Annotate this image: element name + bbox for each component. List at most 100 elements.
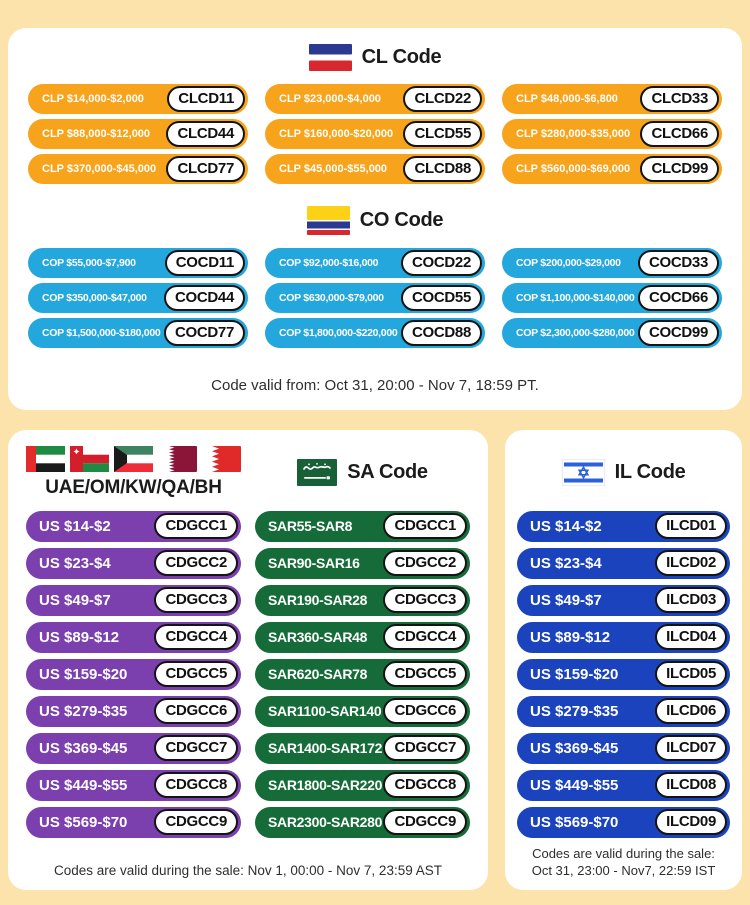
- coupon-pill: US $23-$4 CDGCC2: [26, 547, 241, 579]
- coupon-amount: SAR2300-SAR280: [268, 814, 383, 831]
- coupon-pill: US $23-$4 ILCD02: [517, 547, 730, 579]
- coupon-code: CDGCC6: [154, 698, 238, 725]
- coupon-amount: COP $630,000-$79,000: [279, 292, 384, 304]
- coupon-pill: COP $1,800,000-$220,000 COCD88: [265, 318, 485, 348]
- il-card: IL Code US $14-$2 ILCD01 US $23-$4 ILCD02 US…: [505, 429, 742, 890]
- coupon-amount: COP $350,000-$47,000: [42, 292, 147, 304]
- cl-title: CL Code: [361, 46, 442, 68]
- coupon-amount: SAR360-SAR48: [268, 629, 368, 646]
- il-validity-line2: Oct 31, 23:00 - Nov7, 22:59 IST: [531, 863, 716, 879]
- coupon-amount: US $449-$55: [530, 776, 619, 794]
- coupon-amount: US $159-$20: [39, 665, 128, 683]
- il-title: IL Code: [614, 461, 686, 484]
- coupon-pill: US $159-$20 ILCD05: [517, 658, 730, 690]
- coupon-pill: CLP $23,000-$4,000 CLCD22: [265, 84, 485, 114]
- coupon-pill: US $369-$45 CDGCC7: [26, 732, 241, 764]
- coupon-code: CLCD22: [403, 86, 482, 112]
- chile-flag-icon: [308, 44, 352, 71]
- coupon-code: CDGCC5: [383, 661, 467, 688]
- sa-coupon-list: SAR55-SAR8 CDGCC1 SAR90-SAR16 CDGCC2 SAR190-…: [255, 510, 470, 838]
- coupon-pill: US $569-$70 ILCD09: [517, 806, 730, 838]
- cl-header: CL Code: [20, 44, 730, 71]
- coupon-code: COCD55: [400, 285, 482, 311]
- coupon-amount: US $14-$2: [39, 517, 111, 535]
- coupon-code: COCD22: [400, 250, 482, 276]
- coupon-pill: SAR55-SAR8 CDGCC1: [255, 510, 470, 542]
- gcc-flags-row: [26, 446, 241, 473]
- coupon-pill: CLP $370,000-$45,000 CLCD77: [28, 154, 248, 184]
- coupon-pill: CLP $280,000-$35,000 CLCD66: [502, 119, 722, 149]
- coupon-code: CDGCC4: [383, 624, 467, 651]
- gcc-column: UAE/OM/KW/QA/BH US $14-$2 CDGCC1 US $23-$4…: [26, 440, 241, 838]
- coupon-pill: US $14-$2 CDGCC1: [26, 510, 241, 542]
- coupon-amount: SAR190-SAR28: [268, 592, 368, 609]
- coupon-amount: US $89-$12: [530, 628, 611, 646]
- coupon-code: COCD33: [637, 250, 719, 276]
- coupon-pill: SAR1100-SAR140 CDGCC6: [255, 695, 470, 727]
- coupon-code: CDGCC9: [154, 809, 238, 836]
- coupon-amount: US $23-$4: [530, 554, 602, 572]
- gcc-sa-validity-text: Codes are valid during the sale: Nov 1, …: [54, 863, 442, 878]
- israel-flag-icon: [561, 459, 605, 487]
- coupon-pill: US $89-$12 CDGCC4: [26, 621, 241, 653]
- coupon-code: ILCD07: [655, 735, 727, 762]
- coupon-code: CLCD33: [640, 86, 719, 112]
- uae-flag-icon: [26, 446, 65, 473]
- coupon-code: CDGCC9: [383, 809, 467, 836]
- coupon-amount: COP $55,000-$7,900: [42, 257, 136, 269]
- coupon-pill: US $279-$35 CDGCC6: [26, 695, 241, 727]
- coupon-amount: SAR1100-SAR140: [268, 703, 382, 720]
- coupon-code: CLCD44: [166, 121, 245, 147]
- cl-co-card: CL Code CLP $14,000-$2,000 CLCD11 CLP $23,…: [8, 28, 742, 410]
- coupon-amount: COP $92,000-$16,000: [279, 257, 379, 269]
- coupon-pill: US $49-$7 ILCD03: [517, 584, 730, 616]
- coupon-pill: SAR360-SAR48 CDGCC4: [255, 621, 470, 653]
- coupon-amount: US $49-$7: [39, 591, 111, 609]
- cl-coupon-grid: CLP $14,000-$2,000 CLCD11 CLP $23,000-$4,0…: [20, 84, 730, 184]
- coupon-amount: CLP $560,000-$69,000: [516, 163, 631, 175]
- coupon-pill: COP $630,000-$79,000 COCD55: [265, 283, 485, 313]
- coupon-amount: SAR55-SAR8: [268, 518, 353, 535]
- coupon-code: ILCD08: [655, 772, 727, 799]
- coupon-amount: COP $1,800,000-$220,000: [279, 327, 398, 339]
- il-coupon-list: US $14-$2 ILCD01 US $23-$4 ILCD02 US $49-$7 I…: [517, 510, 730, 838]
- coupon-code: ILCD09: [655, 809, 727, 836]
- cl-co-validity-text: Code valid from: Oct 31, 20:00 - Nov 7, …: [211, 376, 539, 394]
- coupon-code: CDGCC7: [383, 735, 467, 762]
- coupon-pill: SAR1400-SAR172 CDGCC7: [255, 732, 470, 764]
- coupon-code: CLCD88: [403, 156, 482, 182]
- coupon-pill: CLP $45,000-$55,000 CLCD88: [265, 154, 485, 184]
- coupon-pill: US $449-$55 CDGCC8: [26, 769, 241, 801]
- coupon-pill: SAR1800-SAR220 CDGCC8: [255, 769, 470, 801]
- coupon-pill: CLP $560,000-$69,000 CLCD99: [502, 154, 722, 184]
- coupon-code: COCD77: [163, 320, 245, 346]
- colombia-flag-icon: [306, 206, 350, 235]
- coupon-code: COCD88: [400, 320, 482, 346]
- coupon-pill: US $279-$35 ILCD06: [517, 695, 730, 727]
- coupon-amount: US $14-$2: [530, 517, 602, 535]
- coupon-amount: SAR1800-SAR220: [268, 777, 383, 794]
- gcc-header: UAE/OM/KW/QA/BH: [26, 440, 241, 506]
- coupon-code: CDGCC4: [154, 624, 238, 651]
- coupon-code: ILCD06: [655, 698, 727, 725]
- coupon-pill: US $14-$2 ILCD01: [517, 510, 730, 542]
- coupon-code: CLCD55: [403, 121, 482, 147]
- sa-column: SA Code SAR55-SAR8 CDGCC1 SAR90-SAR16 CDGCC…: [255, 440, 470, 838]
- coupon-amount: US $279-$35: [39, 702, 128, 720]
- coupon-amount: CLP $160,000-$20,000: [279, 128, 394, 140]
- coupon-amount: US $449-$55: [39, 776, 128, 794]
- coupon-pill: US $449-$55 ILCD08: [517, 769, 730, 801]
- coupon-code: CDGCC8: [154, 772, 238, 799]
- gcc-title: UAE/OM/KW/QA/BH: [45, 477, 222, 499]
- coupon-amount: US $279-$35: [530, 702, 619, 720]
- coupon-amount: CLP $48,000-$6,800: [516, 93, 618, 105]
- coupon-pill: US $569-$70 CDGCC9: [26, 806, 241, 838]
- coupon-amount: CLP $14,000-$2,000: [42, 93, 144, 105]
- coupon-amount: CLP $280,000-$35,000: [516, 128, 631, 140]
- il-validity-text: Codes are valid during the sale: Oct 31,…: [517, 838, 730, 882]
- coupon-code: CDGCC5: [154, 661, 238, 688]
- coupon-code: CDGCC3: [383, 587, 467, 614]
- coupon-pill: SAR620-SAR78 CDGCC5: [255, 658, 470, 690]
- coupon-code: ILCD04: [655, 624, 727, 651]
